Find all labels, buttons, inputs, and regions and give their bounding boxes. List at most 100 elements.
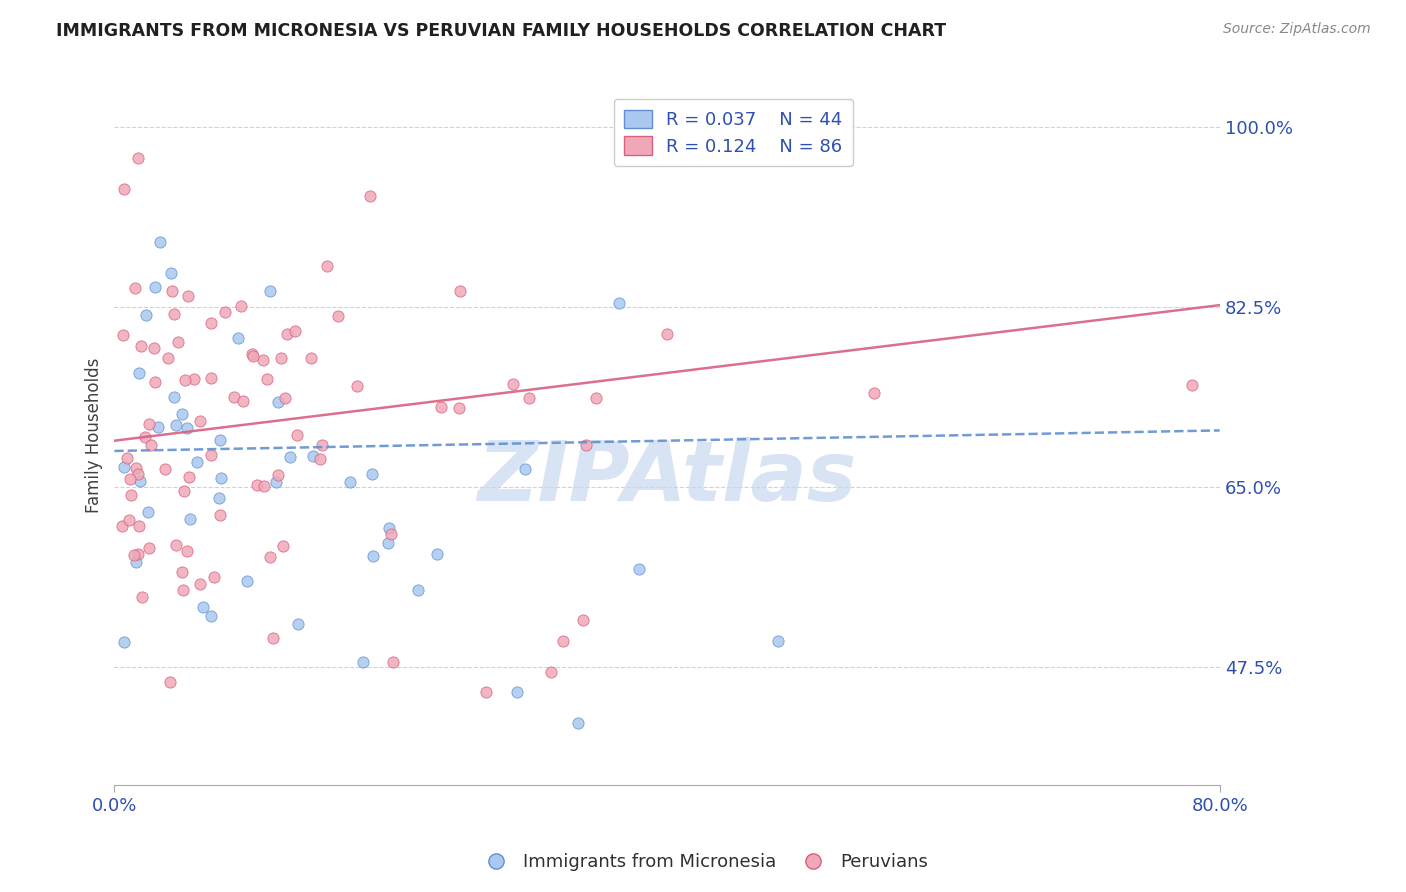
Legend: R = 0.037    N = 44, R = 0.124    N = 86: R = 0.037 N = 44, R = 0.124 N = 86: [613, 99, 853, 167]
Point: [138, 541, 160, 555]
Point: [242, 349, 264, 363]
Point: [232, 394, 254, 409]
Point: [309, 451, 332, 466]
Point: [122, 548, 145, 562]
Point: [111, 519, 134, 533]
Point: [136, 504, 159, 518]
Point: [246, 478, 269, 492]
Point: [159, 266, 181, 280]
Point: [128, 366, 150, 380]
Point: [143, 341, 166, 355]
Point: [200, 317, 222, 331]
Point: [571, 614, 593, 628]
Point: [111, 327, 134, 342]
Point: [475, 685, 498, 699]
Point: [502, 376, 524, 391]
Point: [143, 376, 166, 390]
Point: [156, 351, 179, 366]
Point: [177, 289, 200, 303]
Point: [165, 538, 187, 552]
Point: [585, 391, 607, 405]
Point: [316, 259, 339, 273]
Point: [165, 417, 187, 432]
Point: [214, 305, 236, 319]
Point: [200, 448, 222, 462]
Point: [449, 401, 471, 415]
Point: [160, 284, 183, 298]
Point: [167, 335, 190, 350]
Point: [267, 467, 290, 482]
Point: [127, 547, 149, 561]
Point: [124, 280, 146, 294]
Point: [127, 151, 149, 165]
Point: [284, 324, 307, 338]
Point: [134, 429, 156, 443]
Point: [141, 438, 163, 452]
Point: [125, 555, 148, 569]
Point: [112, 460, 135, 475]
Point: [236, 574, 259, 588]
Point: [517, 391, 540, 405]
Point: [135, 308, 157, 322]
Point: [209, 433, 232, 447]
Point: [278, 450, 301, 464]
Point: [209, 508, 232, 523]
Point: [188, 577, 211, 591]
Point: [766, 634, 789, 648]
Point: [863, 386, 886, 401]
Point: [285, 428, 308, 442]
Point: [339, 475, 361, 489]
Point: [183, 372, 205, 386]
Point: [253, 479, 276, 493]
Point: [127, 467, 149, 482]
Point: [264, 475, 287, 489]
Point: [173, 582, 195, 597]
Point: [567, 716, 589, 731]
Point: [259, 284, 281, 298]
Point: [628, 562, 651, 576]
Point: [449, 285, 471, 299]
Point: [172, 565, 194, 579]
Point: [138, 417, 160, 431]
Point: [267, 394, 290, 409]
Point: [155, 462, 177, 476]
Point: [131, 590, 153, 604]
Y-axis label: Family Households: Family Households: [86, 358, 103, 513]
Legend: Immigrants from Micronesia, Peruvians: Immigrants from Micronesia, Peruvians: [471, 847, 935, 879]
Point: [381, 655, 404, 669]
Point: [174, 373, 197, 387]
Point: [163, 390, 186, 404]
Point: [200, 608, 222, 623]
Point: [159, 675, 181, 690]
Point: [328, 310, 350, 324]
Point: [262, 631, 284, 645]
Point: [176, 544, 198, 558]
Point: [211, 470, 233, 484]
Point: [655, 327, 678, 342]
Point: [377, 536, 399, 550]
Point: [179, 469, 201, 483]
Text: ZIPAtlas: ZIPAtlas: [478, 437, 856, 518]
Point: [259, 549, 281, 564]
Point: [208, 491, 231, 505]
Point: [380, 526, 402, 541]
Point: [287, 616, 309, 631]
Point: [361, 467, 384, 481]
Point: [551, 634, 574, 648]
Point: [378, 521, 401, 535]
Point: [607, 296, 630, 310]
Point: [299, 351, 322, 365]
Point: [311, 438, 333, 452]
Point: [200, 370, 222, 384]
Point: [346, 379, 368, 393]
Point: [361, 549, 384, 564]
Point: [430, 400, 453, 414]
Point: [186, 455, 208, 469]
Point: [226, 331, 249, 345]
Point: [163, 307, 186, 321]
Point: [143, 280, 166, 294]
Point: [506, 685, 529, 699]
Point: [274, 391, 297, 405]
Point: [302, 449, 325, 463]
Point: [276, 326, 298, 341]
